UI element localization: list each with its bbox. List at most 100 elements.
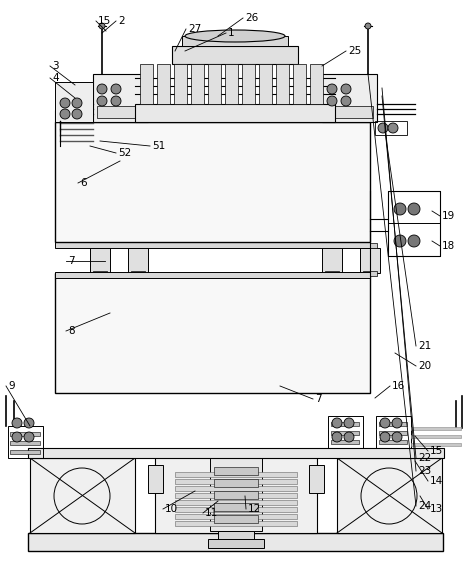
Text: 26: 26 bbox=[245, 13, 258, 23]
Text: 19: 19 bbox=[442, 211, 455, 221]
Bar bbox=[331, 440, 359, 444]
Circle shape bbox=[380, 418, 390, 428]
Bar bbox=[10, 450, 40, 454]
Bar bbox=[376, 416, 411, 448]
Bar bbox=[157, 64, 170, 104]
Circle shape bbox=[394, 203, 406, 215]
Circle shape bbox=[97, 84, 107, 94]
Circle shape bbox=[332, 418, 342, 428]
Bar bbox=[379, 431, 407, 435]
Bar bbox=[172, 46, 298, 64]
Bar bbox=[10, 432, 40, 436]
Bar bbox=[155, 453, 317, 533]
Text: 11: 11 bbox=[205, 508, 218, 518]
Text: 15: 15 bbox=[98, 16, 111, 26]
Bar bbox=[55, 110, 370, 122]
Bar bbox=[337, 458, 442, 533]
Bar bbox=[55, 273, 370, 393]
Circle shape bbox=[72, 109, 82, 119]
Bar bbox=[326, 106, 373, 118]
Bar bbox=[175, 493, 297, 498]
Bar bbox=[214, 503, 258, 511]
Bar bbox=[140, 64, 153, 104]
Text: 20: 20 bbox=[418, 361, 431, 371]
Circle shape bbox=[394, 235, 406, 247]
Bar bbox=[175, 479, 297, 484]
Bar bbox=[175, 514, 297, 519]
Bar bbox=[175, 472, 297, 477]
Bar bbox=[379, 440, 407, 444]
Circle shape bbox=[392, 418, 402, 428]
Bar bbox=[175, 507, 297, 512]
Bar bbox=[363, 243, 377, 248]
Bar bbox=[148, 465, 163, 493]
Circle shape bbox=[99, 23, 105, 29]
Circle shape bbox=[341, 84, 351, 94]
Text: 22: 22 bbox=[418, 453, 431, 463]
Bar bbox=[225, 64, 238, 104]
Text: 7: 7 bbox=[315, 394, 322, 404]
Text: 2: 2 bbox=[118, 16, 125, 26]
Circle shape bbox=[378, 123, 388, 133]
Bar bbox=[90, 248, 110, 273]
Ellipse shape bbox=[185, 30, 285, 42]
Text: 13: 13 bbox=[430, 504, 443, 514]
Bar bbox=[28, 533, 443, 551]
Bar bbox=[214, 515, 258, 523]
Bar bbox=[55, 272, 370, 278]
Bar bbox=[322, 74, 377, 122]
Bar bbox=[325, 271, 339, 276]
Bar bbox=[379, 422, 407, 426]
Circle shape bbox=[365, 23, 371, 29]
Bar bbox=[325, 243, 339, 248]
Bar bbox=[30, 458, 135, 533]
Bar bbox=[191, 64, 204, 104]
Text: 14: 14 bbox=[430, 476, 443, 486]
Circle shape bbox=[341, 96, 351, 106]
Text: 6: 6 bbox=[80, 178, 87, 188]
Bar bbox=[55, 122, 370, 242]
Circle shape bbox=[97, 96, 107, 106]
Bar bbox=[363, 271, 377, 276]
Bar bbox=[175, 500, 297, 505]
Bar bbox=[97, 106, 144, 118]
Circle shape bbox=[327, 96, 337, 106]
Text: 51: 51 bbox=[152, 141, 165, 151]
Bar bbox=[8, 426, 43, 458]
Bar bbox=[242, 64, 255, 104]
Circle shape bbox=[24, 432, 34, 442]
Text: 27: 27 bbox=[188, 24, 201, 34]
Text: 9: 9 bbox=[8, 381, 15, 391]
Bar bbox=[360, 248, 380, 273]
Bar bbox=[131, 243, 145, 248]
Bar bbox=[411, 427, 461, 430]
Bar bbox=[388, 191, 440, 256]
Bar bbox=[310, 64, 323, 104]
Bar bbox=[208, 64, 221, 104]
Bar bbox=[331, 431, 359, 435]
Text: 12: 12 bbox=[248, 504, 261, 514]
Bar bbox=[214, 479, 258, 487]
Bar bbox=[55, 82, 93, 122]
Bar bbox=[131, 271, 145, 276]
Circle shape bbox=[24, 418, 34, 428]
Bar bbox=[375, 121, 407, 135]
Circle shape bbox=[392, 432, 402, 442]
Bar bbox=[182, 36, 288, 46]
Circle shape bbox=[408, 203, 420, 215]
Circle shape bbox=[111, 96, 121, 106]
Text: 1: 1 bbox=[228, 28, 235, 38]
Text: 23: 23 bbox=[418, 466, 431, 476]
Circle shape bbox=[344, 432, 354, 442]
Bar bbox=[411, 435, 461, 438]
Bar bbox=[331, 422, 359, 426]
Text: 3: 3 bbox=[52, 61, 59, 71]
Bar bbox=[214, 467, 258, 475]
Bar bbox=[135, 104, 335, 122]
Bar bbox=[93, 243, 107, 248]
Text: 8: 8 bbox=[68, 326, 74, 336]
Bar bbox=[10, 441, 40, 445]
Bar bbox=[322, 248, 342, 273]
Bar bbox=[28, 448, 444, 458]
Text: 24: 24 bbox=[418, 501, 431, 511]
